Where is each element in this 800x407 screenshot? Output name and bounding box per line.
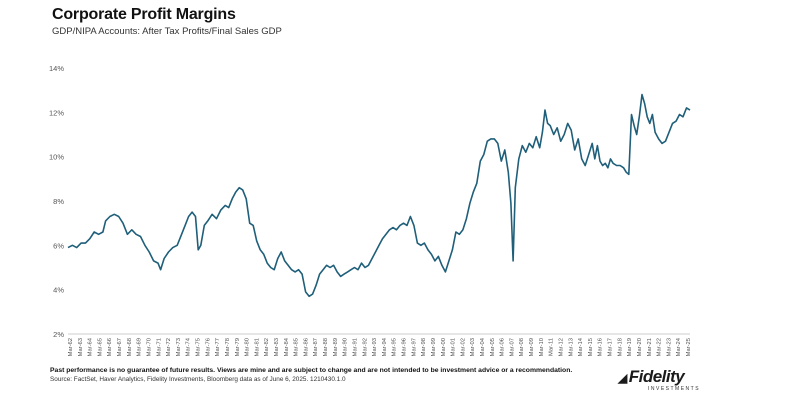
x-tick-label: Mar-14 [578, 337, 584, 356]
x-tick-label: Mar-03 [470, 338, 476, 356]
y-tick-label: 10% [49, 153, 64, 162]
x-tick-label: Mar-83 [274, 338, 280, 356]
x-tick-label: Mar-06 [500, 338, 506, 356]
x-tick-label: Mar-00 [441, 338, 447, 356]
x-tick-label: Mar-74 [186, 337, 192, 356]
x-tick-label: Mar-19 [627, 338, 633, 356]
x-tick-label: Mar-72 [166, 338, 172, 356]
x-tick-label: Mar-62 [68, 338, 74, 356]
x-tick-label: Mar-91 [352, 338, 358, 356]
x-tick-label: Mar-96 [402, 338, 408, 356]
x-tick-label: Mar-95 [392, 338, 398, 356]
x-tick-label: Mar-69 [137, 338, 143, 356]
x-tick-label: Mar-65 [97, 338, 103, 356]
x-tick-label: Mar-24 [676, 337, 682, 356]
x-tick-label: Mar-16 [598, 338, 604, 356]
x-tick-label: Mar-11 [549, 338, 555, 356]
x-tick-label: Mar-08 [519, 338, 525, 356]
x-tick-label: Mar-78 [225, 338, 231, 356]
x-tick-label: Mar-66 [107, 338, 113, 356]
y-tick-label: 14% [49, 64, 64, 73]
x-tick-label: Mar-98 [421, 338, 427, 356]
x-tick-label: Mar-71 [156, 338, 162, 356]
y-tick-label: 8% [53, 197, 64, 206]
y-tick-label: 12% [49, 108, 64, 117]
x-tick-label: Mar-82 [264, 338, 270, 356]
fidelity-logo: ◢ Fidelity [618, 367, 685, 387]
x-tick-label: Mar-17 [608, 338, 614, 356]
x-tick-label: Mar-80 [245, 338, 251, 356]
x-tick-label: Mar-21 [647, 338, 653, 356]
x-tick-label: Mar-70 [146, 338, 152, 356]
logo-wordmark: Fidelity [628, 367, 685, 386]
x-tick-label: Mar-15 [588, 338, 594, 356]
x-tick-label: Mar-94 [382, 337, 388, 356]
logo-tagline: INVESTMENTS [648, 386, 701, 392]
logo-mark-icon: ◢ [618, 371, 627, 385]
x-tick-label: Mar-86 [303, 338, 309, 356]
x-tick-label: Mar-10 [539, 338, 545, 356]
x-tick-label: Mar-18 [617, 338, 623, 356]
x-tick-label: Mar-89 [333, 338, 339, 356]
x-tick-label: Mar-88 [323, 338, 329, 356]
source-text: Source: FactSet, Haver Analytics, Fideli… [50, 376, 346, 383]
x-tick-label: Mar-77 [215, 338, 221, 356]
x-tick-label: Mar-01 [451, 338, 457, 356]
x-tick-label: Mar-93 [372, 338, 378, 356]
x-tick-label: Mar-09 [529, 338, 535, 356]
x-tick-label: Mar-13 [568, 338, 574, 356]
chart-title: Corporate Profit Margins [52, 6, 236, 23]
x-tick-label: Mar-12 [558, 338, 564, 356]
x-tick-label: Mar-90 [343, 338, 349, 356]
x-tick-label: Mar-84 [284, 337, 290, 356]
x-tick-label: Mar-63 [78, 338, 84, 356]
x-tick-label: Mar-97 [411, 338, 417, 356]
x-tick-label: Mar-73 [176, 338, 182, 356]
x-tick-label: Mar-81 [254, 338, 260, 356]
x-tick-label: Mar-67 [117, 338, 123, 356]
x-tick-label: Mar-75 [196, 338, 202, 356]
x-tick-label: Mar-87 [313, 338, 319, 356]
x-tick-label: Mar-68 [127, 338, 133, 356]
y-tick-label: 2% [53, 330, 64, 339]
x-tick-label: Mar-99 [431, 338, 437, 356]
disclaimer-text: Past performance is no guarantee of futu… [50, 367, 573, 374]
x-tick-label: Mar-07 [509, 338, 515, 356]
x-tick-label: Mar-79 [235, 338, 241, 356]
x-tick-label: Mar-05 [490, 338, 496, 356]
y-tick-label: 6% [53, 241, 64, 250]
x-tick-label: Mar-64 [88, 337, 94, 356]
y-tick-label: 4% [53, 286, 64, 295]
x-tick-label: Mar-23 [666, 338, 672, 356]
x-tick-label: Mar-22 [657, 338, 663, 356]
x-tick-label: Mar-25 [686, 338, 692, 356]
x-tick-label: Mar-92 [362, 338, 368, 356]
x-tick-label: Mar-20 [637, 338, 643, 356]
x-tick-label: Mar-04 [480, 337, 486, 356]
profit-margin-line [67, 93, 691, 298]
x-tick-label: Mar-76 [205, 338, 211, 356]
x-tick-label: Mar-85 [294, 338, 300, 356]
chart-subtitle: GDP/NIPA Accounts: After Tax Profits/Fin… [52, 26, 282, 37]
x-tick-label: Mar-02 [460, 338, 466, 356]
